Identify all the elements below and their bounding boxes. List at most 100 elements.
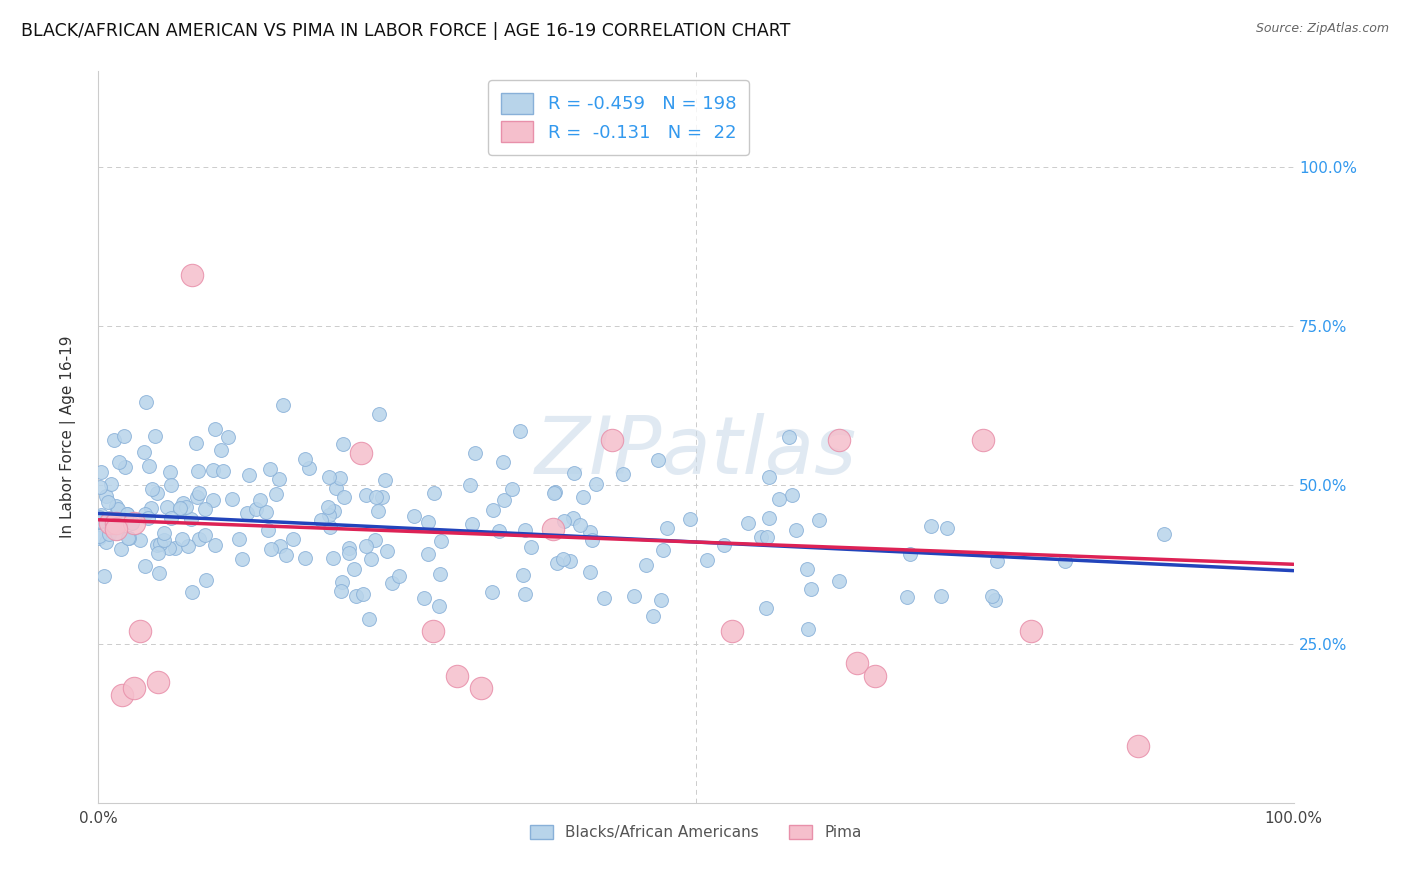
Point [159,465,181,479]
Point [350,446,373,460]
Point [89,509,111,524]
Point [655,521,678,535]
Point [129,624,152,638]
Point [156,500,179,515]
Point [375,543,398,558]
Point [201,463,224,477]
Point [785,523,807,537]
Point [325,481,347,495]
Point [316,500,339,515]
Point [754,601,776,615]
Point [865,668,887,682]
Point [238,467,260,482]
Point [89,515,111,529]
Point [1128,739,1150,753]
Point [562,511,585,525]
Point [647,453,669,467]
Point [148,675,170,690]
Point [309,513,332,527]
Point [543,486,565,500]
Point [117,532,139,546]
Point [461,516,484,531]
Point [749,530,772,544]
Point [169,502,191,516]
Point [972,434,994,448]
Point [115,507,138,521]
Point [337,546,360,560]
Point [935,521,957,535]
Point [128,533,150,548]
Point [89,514,111,528]
Point [97,495,120,509]
Point [585,477,607,491]
Point [651,543,673,558]
Point [103,433,125,447]
Point [114,460,136,475]
Point [513,587,536,601]
Point [139,501,162,516]
Point [388,569,411,583]
Point [416,547,439,561]
Point [322,551,344,566]
Point [482,503,505,517]
Point [204,538,226,552]
Point [920,519,942,533]
Point [354,488,377,502]
Point [509,424,531,438]
Point [149,537,172,551]
Point [494,492,516,507]
Point [758,511,780,525]
Point [568,518,591,533]
Point [846,656,869,670]
Point [896,590,918,604]
Point [228,533,250,547]
Point [828,574,851,589]
Point [572,490,595,504]
Point [333,490,356,504]
Point [318,508,340,523]
Y-axis label: In Labor Force | Age 16-19: In Labor Force | Age 16-19 [60,335,76,539]
Point [371,490,394,504]
Point [581,533,603,548]
Point [111,688,134,702]
Point [713,538,735,552]
Point [105,522,128,536]
Point [172,496,194,510]
Point [110,542,132,557]
Point [177,539,200,553]
Point [180,268,202,282]
Point [364,491,387,505]
Point [157,541,180,555]
Point [634,558,657,572]
Point [553,552,575,566]
Point [416,516,439,530]
Point [800,582,823,596]
Point [546,556,568,570]
Point [368,408,391,422]
Point [180,584,202,599]
Point [492,455,515,469]
Point [828,434,851,448]
Point [121,516,143,531]
Point [245,501,267,516]
Point [330,575,353,590]
Point [650,593,672,607]
Point [374,473,396,487]
Point [364,533,387,548]
Point [94,534,117,549]
Point [359,612,381,626]
Point [623,589,645,603]
Point [274,548,297,562]
Point [254,504,277,518]
Point [107,455,129,469]
Point [188,532,211,546]
Point [281,532,304,546]
Point [146,538,169,552]
Point [236,506,259,520]
Point [513,523,536,537]
Point [986,554,1008,568]
Point [231,551,253,566]
Point [929,589,952,603]
Point [132,445,155,459]
Point [402,508,425,523]
